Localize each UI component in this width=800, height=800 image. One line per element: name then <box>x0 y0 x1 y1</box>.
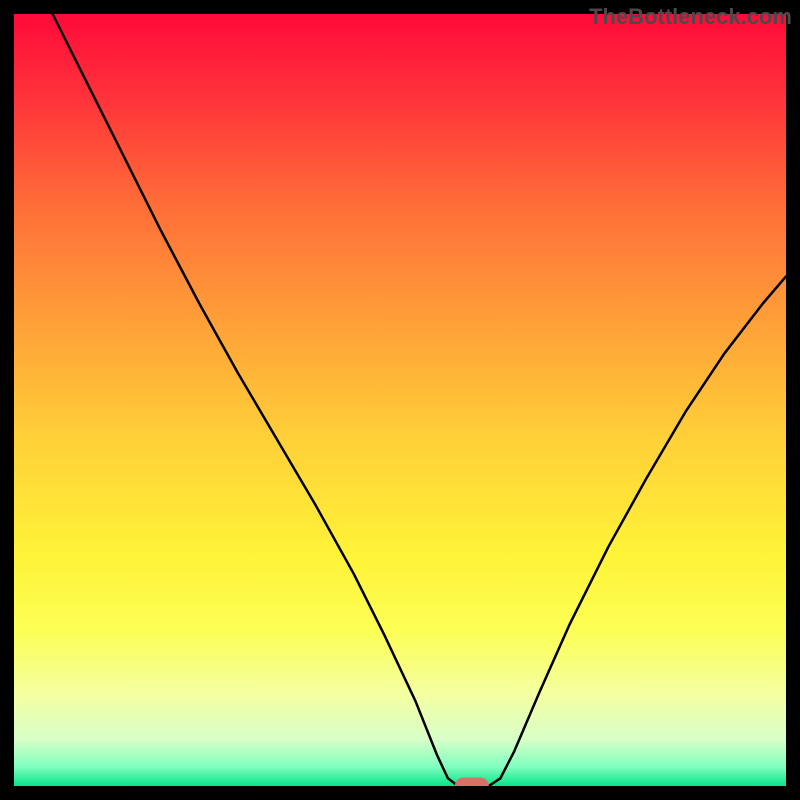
bottleneck-chart: TheBottleneck.com <box>0 0 800 800</box>
chart-svg <box>0 0 800 800</box>
